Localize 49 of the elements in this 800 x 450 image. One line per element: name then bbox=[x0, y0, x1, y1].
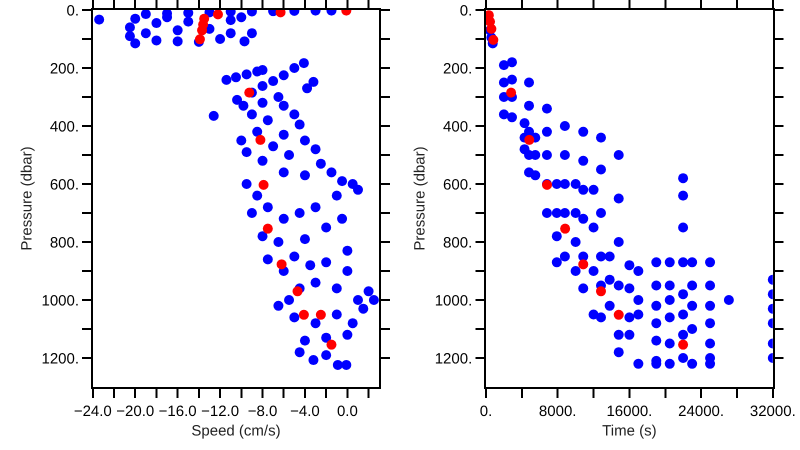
x-tick-label: 24000. bbox=[678, 402, 724, 420]
y-tick-label: 1200. bbox=[42, 350, 80, 368]
x-tick-label: 0.0 bbox=[336, 402, 358, 420]
point bbox=[258, 180, 269, 190]
y-tick-label: 200. bbox=[50, 60, 80, 78]
point bbox=[578, 259, 588, 270]
point bbox=[255, 134, 266, 145]
point bbox=[316, 310, 326, 320]
point bbox=[244, 88, 254, 98]
x-tick-label: 0. bbox=[480, 402, 492, 420]
x-tick-label: −8.0 bbox=[248, 402, 278, 420]
y-tick-label: 1000. bbox=[42, 292, 80, 310]
y-tick-label: 800. bbox=[50, 234, 80, 252]
y-tick-label: 600. bbox=[50, 176, 80, 194]
point bbox=[298, 310, 309, 320]
point bbox=[194, 34, 205, 44]
y-tick-label: 800. bbox=[443, 234, 472, 252]
point bbox=[212, 10, 223, 20]
y-tick-label: 600. bbox=[443, 176, 472, 194]
point bbox=[326, 340, 336, 350]
y-tick-label: 400. bbox=[50, 118, 80, 136]
x-tick-label: 32000. bbox=[750, 402, 796, 420]
x-tick-label: −20.0 bbox=[116, 402, 154, 420]
x-tick-label: −4.0 bbox=[290, 402, 320, 420]
y-tick-label: 200. bbox=[443, 60, 472, 78]
x-axis-title: Speed (cm/s) bbox=[191, 422, 281, 440]
point bbox=[197, 25, 208, 36]
y-axis-title: Pressure (dbar) bbox=[18, 146, 36, 251]
point bbox=[276, 259, 287, 270]
point bbox=[560, 224, 570, 234]
x-tick-label: −16.0 bbox=[158, 402, 197, 420]
y-tick-label: 1000. bbox=[434, 292, 472, 310]
y-axis-title: Pressure (dbar) bbox=[411, 146, 428, 251]
x-tick-label: −24.0 bbox=[74, 402, 112, 420]
x-tick-label: 16000. bbox=[606, 402, 652, 420]
y-tick-label: 0. bbox=[66, 2, 80, 20]
x-tick-label: −12.0 bbox=[201, 402, 240, 420]
point bbox=[262, 224, 273, 234]
point bbox=[614, 310, 624, 320]
point bbox=[292, 286, 303, 296]
point bbox=[596, 286, 606, 296]
point bbox=[524, 134, 534, 145]
point bbox=[678, 340, 688, 350]
x-tick-label: 8000. bbox=[538, 402, 576, 420]
y-tick-label: 400. bbox=[443, 118, 472, 136]
y-tick-label: 0. bbox=[460, 2, 472, 20]
y-tick-label: 1200. bbox=[434, 350, 472, 368]
x-axis-title: Time (s) bbox=[602, 422, 657, 440]
point bbox=[506, 88, 516, 98]
